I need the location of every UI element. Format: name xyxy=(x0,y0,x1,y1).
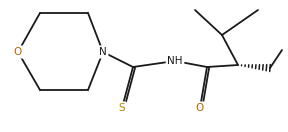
Text: O: O xyxy=(14,47,22,57)
Text: NH: NH xyxy=(167,56,183,66)
Text: N: N xyxy=(99,47,107,57)
Text: S: S xyxy=(119,103,125,113)
Text: O: O xyxy=(196,103,204,113)
